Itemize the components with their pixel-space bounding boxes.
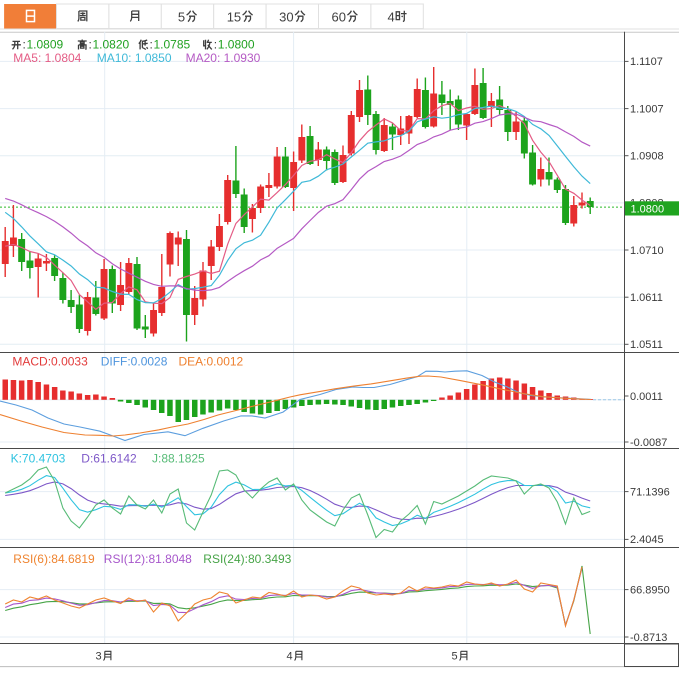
svg-text:1.0820: 1.0820 [93,37,130,51]
svg-text:66.8950: 66.8950 [630,584,670,596]
svg-text:15: 15 [227,10,241,25]
svg-text::: : [89,37,92,51]
svg-text:K:70.4703: K:70.4703 [11,452,66,466]
svg-text:5: 5 [178,10,185,25]
svg-text:30: 30 [279,10,293,25]
svg-text:60: 60 [332,10,346,25]
svg-text:5: 5 [452,651,458,663]
svg-text:1.0511: 1.0511 [630,339,663,351]
svg-text:1.0611: 1.0611 [630,292,663,304]
svg-text:MACD:0.0033: MACD:0.0033 [12,354,88,368]
svg-text:MA5: 1.0804: MA5: 1.0804 [13,51,81,65]
svg-text::: : [23,37,26,51]
svg-text:DIFF:0.0028: DIFF:0.0028 [101,354,168,368]
svg-text:-0.8713: -0.8713 [630,632,667,644]
svg-text:1.1007: 1.1007 [630,103,664,115]
svg-text:71.1396: 71.1396 [630,486,670,498]
svg-text:RSI(6):84.6819: RSI(6):84.6819 [13,552,95,566]
svg-text:MA10: 1.0850: MA10: 1.0850 [97,51,172,65]
svg-text:-0.0087: -0.0087 [630,437,667,449]
svg-text:1.0785: 1.0785 [154,37,191,51]
svg-text:J:88.1825: J:88.1825 [152,452,205,466]
svg-text:1.0800: 1.0800 [218,37,255,51]
svg-text:1.0809: 1.0809 [27,37,64,51]
svg-text:DEA:0.0012: DEA:0.0012 [179,354,244,368]
svg-text:MA20: 1.0930: MA20: 1.0930 [186,51,261,65]
svg-text:2.4045: 2.4045 [630,534,664,546]
svg-text:4: 4 [388,10,395,25]
svg-text:1.0800: 1.0800 [631,203,665,215]
svg-text:3: 3 [96,651,102,663]
svg-text:RSI(24):80.3493: RSI(24):80.3493 [203,552,291,566]
svg-text:0.0011: 0.0011 [630,391,663,403]
svg-text::: : [150,37,153,51]
svg-text:RSI(12):81.8048: RSI(12):81.8048 [104,552,192,566]
svg-text:1.0908: 1.0908 [630,151,664,163]
svg-text:4: 4 [287,651,293,663]
svg-text:1.1107: 1.1107 [630,56,663,68]
svg-text:1.0710: 1.0710 [630,245,664,257]
svg-text::: : [214,37,217,51]
svg-text:D:61.6142: D:61.6142 [81,452,137,466]
